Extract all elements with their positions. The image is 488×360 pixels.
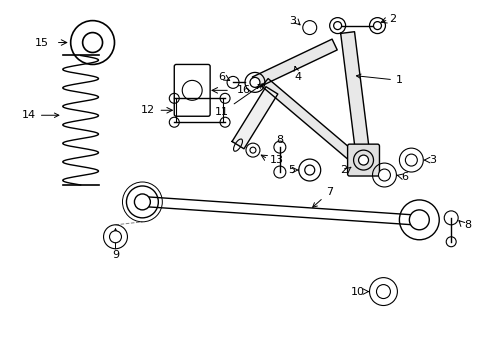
Text: 6: 6: [218, 72, 224, 82]
Circle shape: [358, 155, 368, 165]
Circle shape: [134, 194, 150, 210]
Text: 4: 4: [293, 66, 301, 82]
Circle shape: [376, 285, 389, 298]
FancyBboxPatch shape: [347, 144, 379, 176]
Circle shape: [405, 154, 416, 166]
Circle shape: [353, 150, 373, 170]
Text: 14: 14: [22, 110, 59, 120]
Text: 12: 12: [141, 105, 155, 115]
Circle shape: [249, 147, 255, 153]
Circle shape: [249, 77, 260, 87]
Polygon shape: [261, 78, 359, 164]
Text: 9: 9: [112, 250, 119, 260]
Text: 8: 8: [463, 220, 470, 230]
Text: 16: 16: [237, 85, 250, 95]
Text: 3: 3: [428, 155, 435, 165]
Text: 6: 6: [401, 172, 407, 182]
Circle shape: [408, 210, 428, 230]
Circle shape: [82, 32, 102, 53]
Text: 7: 7: [312, 187, 332, 207]
Circle shape: [378, 169, 389, 181]
Circle shape: [304, 165, 314, 175]
Text: 15: 15: [35, 37, 49, 48]
Text: 3: 3: [288, 15, 295, 26]
Text: 2: 2: [340, 165, 347, 175]
Polygon shape: [252, 39, 337, 88]
Circle shape: [373, 22, 381, 30]
Polygon shape: [340, 32, 370, 161]
Text: 2: 2: [388, 14, 396, 24]
Circle shape: [109, 231, 121, 243]
Polygon shape: [232, 87, 277, 149]
Text: 8: 8: [276, 135, 283, 145]
Circle shape: [333, 22, 341, 30]
Text: 11: 11: [215, 84, 262, 117]
Text: 13: 13: [269, 155, 284, 165]
Text: 1: 1: [356, 74, 402, 85]
Text: 5: 5: [287, 165, 294, 175]
Text: 10: 10: [350, 287, 364, 297]
